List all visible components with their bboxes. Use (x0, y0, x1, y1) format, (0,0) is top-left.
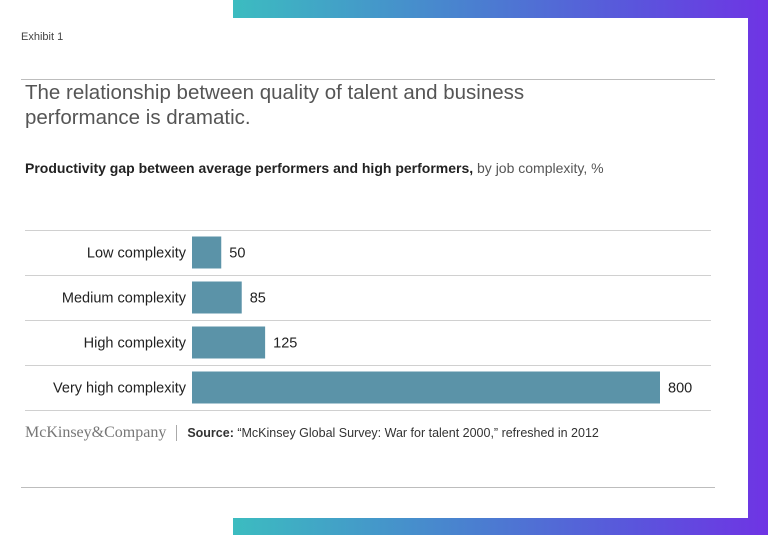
subtitle-light: by job complexity, % (473, 160, 604, 176)
exhibit-label: Exhibit 1 (21, 31, 64, 43)
subtitle-bold: Productivity gap between average perform… (25, 160, 474, 176)
footer-separator (176, 425, 178, 441)
category-label: Low complexity (87, 246, 187, 262)
mckinsey-logo: McKinsey&Company (25, 424, 167, 441)
data-label: 125 (273, 336, 297, 352)
bar (192, 236, 222, 269)
category-label: Medium complexity (62, 291, 187, 307)
exhibit-card (0, 18, 748, 518)
source-text: “McKinsey Global Survey: War for talent … (233, 426, 599, 440)
bar (192, 281, 242, 314)
chart-subtitle: Productivity gap between average perform… (25, 160, 604, 176)
bar (192, 371, 660, 404)
bar-chart: Low complexity 50 Medium complexity 85 High … (25, 230, 711, 411)
bar (192, 326, 266, 359)
data-label: 800 (668, 381, 692, 397)
category-label: Very high complexity (53, 381, 187, 397)
data-label: 85 (250, 291, 266, 307)
source-label: Source: (187, 426, 234, 440)
page-title: The relationship between quality of tale… (25, 81, 525, 129)
divider (21, 79, 715, 80)
footer: McKinsey&Company Source: “McKinsey Globa… (25, 424, 599, 442)
data-label: 50 (229, 246, 245, 262)
category-label: High complexity (84, 336, 187, 352)
divider (21, 487, 715, 488)
